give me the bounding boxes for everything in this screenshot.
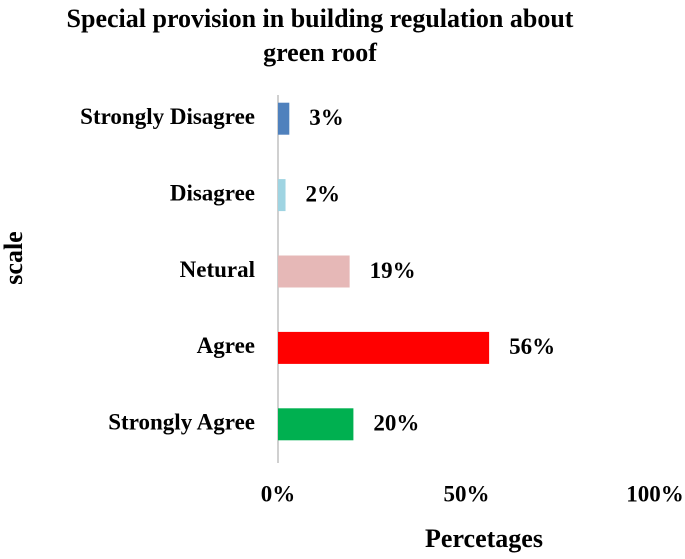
data-label: 2% [306, 181, 341, 206]
y-tick-label: Strongly Disagree [80, 104, 255, 129]
x-tick-label: 50% [444, 481, 490, 506]
y-tick-label: Disagree [170, 180, 255, 205]
x-axis-label: Percetages [425, 524, 543, 553]
y-tick-label: Agree [197, 333, 255, 358]
x-tick-label: 0% [261, 481, 296, 506]
x-tick-label: 100% [626, 481, 684, 506]
data-label: 3% [309, 105, 344, 130]
bar [278, 179, 286, 212]
data-label: 19% [370, 258, 416, 283]
bar [278, 255, 350, 288]
chart-title: Special provision in building regulation… [66, 4, 574, 67]
y-axis-label: scale [0, 231, 28, 284]
bar [278, 408, 354, 441]
y-tick-label: Strongly Agree [108, 410, 255, 435]
bar [278, 331, 490, 364]
bar [278, 102, 290, 135]
y-tick-label: Netural [180, 257, 255, 282]
data-label: 56% [509, 334, 555, 359]
data-label: 20% [373, 411, 419, 436]
